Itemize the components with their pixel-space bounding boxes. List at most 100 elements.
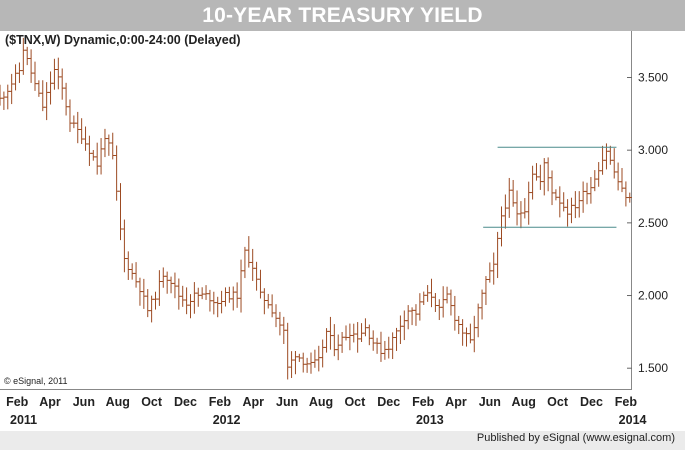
ohlc-bar: [262, 288, 267, 315]
ohlc-bar: [592, 170, 597, 192]
ohlc-bar: [5, 84, 10, 110]
ohlc-bar: [549, 170, 555, 206]
ohlc-bar: [530, 165, 535, 200]
ohlc-bar: [126, 251, 131, 280]
ohlc-bar: [9, 73, 14, 105]
ohlc-bar: [336, 334, 341, 361]
ohlc-bar: [394, 327, 399, 351]
x-month-label: Oct: [141, 395, 163, 409]
ohlc-bar: [184, 287, 189, 315]
x-month-label: Dec: [580, 395, 603, 409]
x-month-label: Apr: [39, 395, 61, 409]
ohlc-bar: [161, 267, 166, 288]
y-tick-label: 2.500: [638, 216, 668, 230]
ohlc-bar: [285, 322, 290, 380]
ohlc-bar: [538, 164, 543, 190]
ohlc-bar: [518, 201, 524, 229]
ohlc-bar: [44, 82, 49, 121]
ohlc-bar: [347, 323, 353, 351]
x-month-label: Oct: [547, 395, 569, 409]
ohlc-bar: [596, 162, 601, 187]
ohlc-bar: [67, 99, 73, 132]
ohlc-bar: [25, 46, 30, 66]
ohlc-bar: [577, 191, 582, 218]
ohlc-bar: [402, 310, 407, 341]
x-month-label: Jun: [73, 395, 95, 409]
ohlc-bar: [246, 236, 252, 268]
ohlc-bar: [444, 286, 450, 304]
ohlc-bar: [269, 294, 275, 318]
ohlc-bar: [584, 182, 590, 205]
ohlc-bar: [569, 197, 574, 224]
ohlc-bar: [507, 177, 512, 218]
ohlc-bar: [60, 68, 65, 100]
ohlc-bar: [188, 294, 193, 319]
ohlc-bar: [153, 291, 158, 310]
ohlc-bar: [475, 303, 481, 338]
ohlc-bar: [254, 261, 259, 291]
ohlc-bar: [351, 323, 356, 343]
ohlc-bar: [238, 259, 244, 313]
ohlc-bar: [542, 158, 547, 196]
ohlc-bar: [615, 162, 621, 191]
ohlc-bar: [374, 337, 380, 354]
ohlc-bar: [339, 332, 345, 353]
ohlc-bar: [180, 285, 185, 307]
ohlc-bar: [495, 231, 500, 279]
ohlc-bar: [21, 37, 26, 75]
ohlc-bar: [1, 91, 7, 110]
ohlc-bar: [266, 293, 271, 309]
ohlc-bar: [242, 246, 248, 279]
ohlc-bar: [145, 289, 150, 318]
ohlc-bar: [440, 286, 446, 318]
ohlc-bar: [172, 272, 178, 299]
ohlc-bar: [289, 351, 294, 378]
ohlc-bar: [526, 181, 531, 225]
ohlc-bar: [363, 318, 368, 337]
x-month-label: Feb: [615, 395, 638, 409]
chart-subtitle: ($TNX,W) Dynamic,0:00-24:00 (Delayed): [5, 33, 241, 47]
y-tick-label: 3.000: [638, 143, 668, 157]
y-tick-label: 1.500: [638, 361, 668, 375]
ohlc-bar: [378, 331, 384, 362]
ohlc-bar: [588, 177, 594, 204]
ohlc-bar: [398, 315, 403, 345]
ohlc-bar: [534, 163, 539, 181]
ohlc-bar: [522, 198, 528, 219]
x-month-label: Aug: [309, 395, 333, 409]
x-month-label: Apr: [445, 395, 467, 409]
ohlc-bar: [472, 315, 477, 353]
ohlc-bar: [514, 190, 520, 226]
x-year-label: 2013: [416, 413, 444, 427]
ohlc-bar: [332, 324, 337, 357]
ohlc-bar: [359, 323, 364, 342]
x-month-label: Oct: [344, 395, 366, 409]
x-month-label: Apr: [242, 395, 264, 409]
ohlc-bar: [553, 189, 559, 201]
publisher-credit: Published by eSignal (www.esignal.com): [476, 432, 675, 444]
ohlc-bar: [32, 61, 38, 91]
ohlc-bar: [483, 276, 489, 305]
x-month-label: Jun: [479, 395, 501, 409]
x-month-label: Feb: [209, 395, 232, 409]
ohlc-bar: [176, 278, 182, 310]
ohlc-bar: [510, 179, 516, 207]
ohlc-bar: [312, 349, 318, 368]
ohlc-bar: [503, 194, 508, 229]
ohlc-bar: [114, 145, 119, 201]
ohlc-bar: [250, 248, 255, 281]
ohlc-bar: [234, 282, 240, 308]
ohlc-bar: [149, 295, 154, 323]
ohlc-bar: [199, 287, 205, 300]
ohlc-bar: [91, 150, 96, 161]
ohlc-bar: [168, 276, 174, 294]
ohlc-bar: [565, 199, 570, 227]
x-month-label: Feb: [412, 395, 435, 409]
ohlc-bar: [491, 252, 496, 285]
ohlc-bar: [425, 285, 430, 302]
ohlc-bar: [390, 332, 395, 360]
x-month-label: Dec: [174, 395, 197, 409]
ohlc-bar: [211, 291, 217, 315]
ohlc-bar: [464, 327, 469, 347]
